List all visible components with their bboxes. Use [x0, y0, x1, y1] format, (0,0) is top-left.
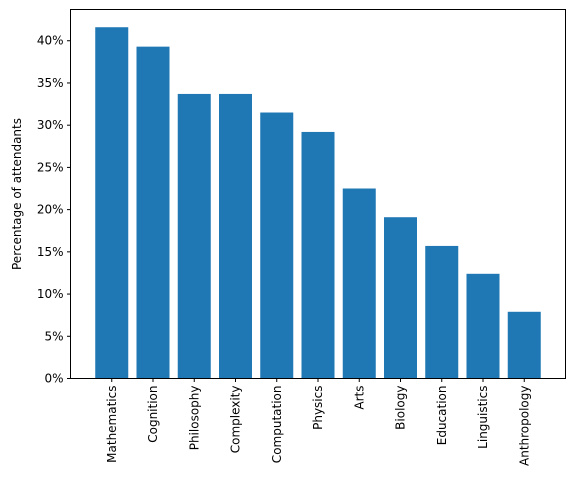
- y-tick-label: 35%: [37, 76, 64, 90]
- bar-physics: [301, 131, 335, 379]
- bar-cognition: [136, 46, 170, 379]
- y-tick-label: 0%: [44, 372, 63, 386]
- x-tick-label: Complexity: [229, 386, 243, 454]
- x-tick-label: Philosophy: [187, 386, 201, 451]
- x-tick-label: Computation: [270, 386, 284, 464]
- x-tick-label: Anthropology: [517, 386, 531, 467]
- x-tick-label: Biology: [394, 386, 408, 430]
- plot-frame: [70, 9, 566, 379]
- bar-biology: [384, 217, 417, 379]
- y-axis-label: Percentage of attendants: [10, 118, 24, 270]
- x-tick-label: Education: [435, 386, 449, 446]
- x-tick-label: Cognition: [146, 386, 160, 443]
- y-tick-label: 25%: [37, 160, 64, 174]
- bar-linguistics: [466, 273, 500, 379]
- y-tick-label: 15%: [37, 245, 64, 259]
- x-tick-label: Physics: [311, 386, 325, 430]
- y-tick-label: 10%: [37, 287, 64, 301]
- bar-mathematics: [95, 27, 129, 379]
- bar-complexity: [219, 93, 252, 379]
- y-tick-label: 40%: [37, 34, 64, 48]
- bar-philosophy: [177, 93, 211, 379]
- y-tick-label: 30%: [37, 118, 64, 132]
- bar-computation: [260, 112, 294, 379]
- x-tick-label: Linguistics: [476, 386, 490, 449]
- y-tick-label: 5%: [44, 329, 63, 343]
- bar-education: [425, 245, 459, 379]
- bar-arts: [342, 188, 376, 379]
- y-tick-label: 20%: [37, 203, 64, 217]
- bar-anthropology: [507, 311, 541, 379]
- x-tick-label: Arts: [352, 386, 366, 410]
- x-tick-label: Mathematics: [105, 386, 119, 463]
